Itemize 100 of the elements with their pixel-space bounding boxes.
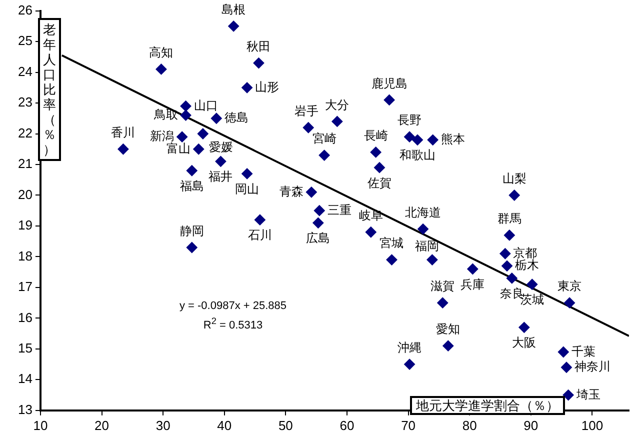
point xyxy=(404,131,416,142)
point xyxy=(426,254,438,266)
annotation: 東京 xyxy=(558,279,582,294)
annotation: 宮城 xyxy=(380,236,404,250)
point xyxy=(210,112,222,124)
annotation: 香川 xyxy=(111,125,136,140)
x-axis-title: 地元大学進学割合（％） xyxy=(410,396,565,415)
annotation: 長崎 xyxy=(364,128,388,143)
annotation: 富山 xyxy=(166,141,191,156)
point xyxy=(370,146,382,158)
point xyxy=(365,226,376,238)
point xyxy=(427,134,438,146)
annotation: 長野 xyxy=(398,113,422,128)
y-tick-label: 20 xyxy=(18,186,32,202)
annotation: 岩手 xyxy=(294,104,318,118)
annotation: 福島 xyxy=(180,178,204,193)
point xyxy=(193,144,204,155)
point xyxy=(215,156,226,167)
annotation: 三重 xyxy=(327,202,352,217)
point xyxy=(228,20,240,32)
point xyxy=(506,272,518,284)
point xyxy=(526,278,538,290)
annotation: R$^{2}$ = 0.5313 xyxy=(203,316,263,332)
point xyxy=(374,162,385,174)
point xyxy=(404,358,416,370)
point xyxy=(186,242,198,253)
annotation: 高知 xyxy=(149,46,174,60)
annotation: 滋賀 xyxy=(430,279,455,294)
point xyxy=(412,134,423,146)
y-tick-label: 22 xyxy=(18,125,32,140)
point xyxy=(197,128,208,140)
x-tick-label: 80 xyxy=(462,418,477,433)
y-tick-label: 21 xyxy=(18,156,32,172)
point xyxy=(564,297,576,308)
point xyxy=(558,346,569,358)
annotation: 栃木 xyxy=(515,258,539,272)
annotation: 山口 xyxy=(194,98,218,112)
annotation: 熊本 xyxy=(440,132,465,146)
y-tick-label: 18 xyxy=(18,248,32,264)
point xyxy=(504,230,515,241)
y-tick-label: 19 xyxy=(18,218,32,233)
point xyxy=(332,116,343,127)
annotation: 北海道 xyxy=(405,205,442,220)
annotation: 岡山 xyxy=(235,182,260,196)
y-tick-label: 15 xyxy=(18,340,32,356)
point xyxy=(384,94,395,106)
point xyxy=(442,340,454,352)
y-tick-label: 23 xyxy=(18,94,32,110)
point xyxy=(186,165,198,176)
annotation: 埼玉 xyxy=(575,387,600,402)
x-tick-label: 60 xyxy=(340,418,354,433)
annotation: 大阪 xyxy=(512,336,536,350)
point xyxy=(176,131,188,142)
point xyxy=(302,122,314,134)
point xyxy=(500,248,511,260)
x-tick-label: 50 xyxy=(278,418,293,433)
point xyxy=(418,224,429,235)
x-tick-label: 30 xyxy=(156,418,170,433)
point xyxy=(386,254,398,266)
annotation: 島根 xyxy=(222,2,246,16)
annotation: 千葉 xyxy=(571,344,596,358)
annotation: 福井 xyxy=(208,170,233,184)
point xyxy=(253,58,264,69)
y-tick-label: 13 xyxy=(18,402,32,417)
annotation: 兵庫 xyxy=(460,277,485,292)
x-tick-label: 70 xyxy=(401,418,416,433)
annotation: 神奈川 xyxy=(574,360,610,374)
x-tick-label: 90 xyxy=(524,418,538,433)
annotation: 山梨 xyxy=(502,172,526,186)
y-tick-label: 16 xyxy=(18,310,32,325)
point xyxy=(437,297,448,308)
point xyxy=(562,390,574,401)
annotation: 宮崎 xyxy=(312,132,336,146)
annotation: 佐賀 xyxy=(367,176,392,190)
point xyxy=(180,110,192,121)
y-tick-label: 25 xyxy=(18,33,32,48)
point xyxy=(318,150,330,161)
annotation: 京都 xyxy=(513,246,538,260)
annotation: 石川 xyxy=(248,228,272,242)
point xyxy=(156,64,167,75)
point xyxy=(518,322,530,333)
point xyxy=(502,260,512,272)
annotation: 山形 xyxy=(255,80,280,94)
point xyxy=(118,144,129,155)
point xyxy=(560,362,572,373)
point xyxy=(306,186,317,198)
annotation: 沖縄 xyxy=(398,340,422,355)
annotation: 大分 xyxy=(325,98,350,112)
x-tick-label: 40 xyxy=(217,418,232,433)
x-tick-label: 10 xyxy=(33,418,48,433)
annotation: 新潟 xyxy=(150,129,174,144)
annotation: 群馬 xyxy=(497,212,522,226)
annotation: 愛知 xyxy=(436,322,460,336)
annotation: 青森 xyxy=(279,184,304,198)
annotation: 和歌山 xyxy=(399,148,436,162)
point xyxy=(254,214,266,226)
text: 老年人口比率（％） xyxy=(43,22,56,157)
annotation: 徳島 xyxy=(224,110,248,125)
point xyxy=(312,217,324,228)
point xyxy=(314,205,325,216)
